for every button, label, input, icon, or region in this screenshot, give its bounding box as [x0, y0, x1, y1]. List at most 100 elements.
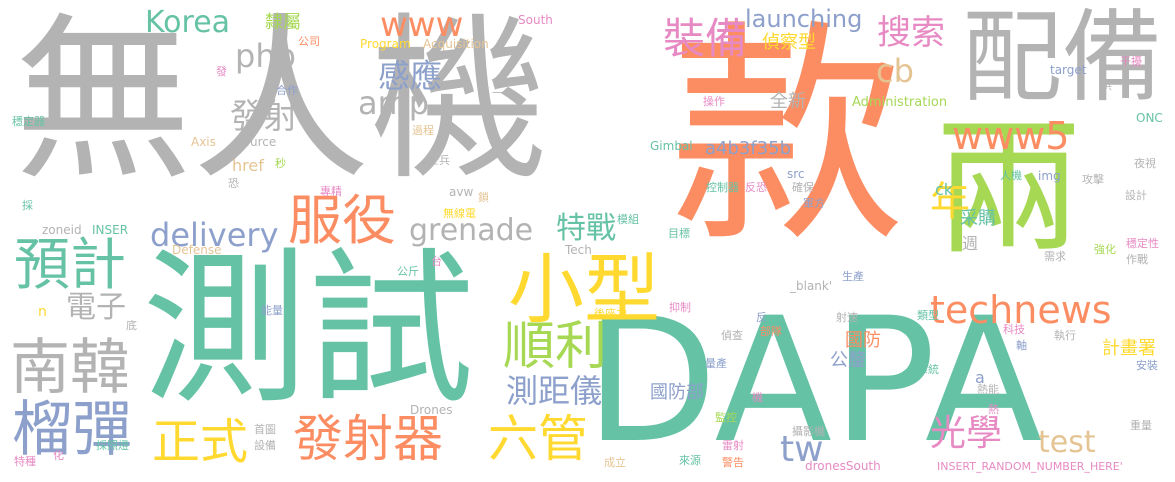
word-axis: Axis: [191, 135, 216, 149]
word-href: href: [232, 156, 264, 175]
word-xitong: 系統: [917, 363, 939, 376]
word-ganying: 感應: [378, 57, 443, 95]
word-gongjin: 公斤: [397, 265, 419, 278]
word-cejuyi: 測距儀: [506, 372, 603, 410]
word-korea: Korea: [145, 5, 231, 40]
word-php: php: [235, 37, 296, 75]
word-houzuoli: 後座力: [594, 307, 627, 320]
word-defense: Defense: [172, 243, 222, 257]
word-zhixing: 執行: [1054, 329, 1076, 342]
word-caizhaodeng: 採照燈: [96, 439, 129, 452]
word-program: Program: [360, 37, 411, 51]
word-reneng: 熱能: [977, 383, 999, 396]
word-administration: Administration: [852, 95, 948, 110]
word-shebei: 設備: [254, 439, 276, 452]
word-ganrao: 干擾: [1120, 55, 1142, 68]
word-anzhuang: 安裝: [1136, 359, 1158, 372]
word-liangchan: 量產: [705, 357, 727, 370]
word-wendingxing: 穩定性: [1126, 237, 1159, 250]
word-mubiao: 目標: [668, 227, 690, 240]
word-fa: 發: [216, 65, 227, 78]
word-renji: 人機: [1000, 169, 1022, 182]
word-zhuanjing: 專精: [320, 185, 342, 198]
word-cai: 採: [22, 199, 33, 212]
word-onc: ONC: [1136, 111, 1163, 125]
word-fashe: 發射: [230, 97, 298, 137]
word-peibei: 配備: [962, 0, 1162, 116]
word-wurenji: 無人機: [14, 0, 548, 204]
word-zoneid: zoneid: [42, 223, 82, 237]
word-amp: amp: [358, 84, 430, 122]
word-ji: 機: [752, 391, 763, 404]
word-avw: avw: [449, 185, 474, 199]
word-liang: 兩: [935, 103, 1083, 275]
word-target: target: [1050, 63, 1087, 77]
word-jihuashu: 計畫署: [1102, 338, 1156, 359]
word-caozuo: 操作: [703, 95, 725, 108]
word-dianzi: 電子: [66, 290, 126, 325]
word-shibing: 士兵: [428, 154, 450, 167]
word-gongli: 公釐: [830, 350, 866, 371]
word-a4b3f35b: a4b3f35b: [705, 138, 792, 159]
word-jiankong: 監控: [715, 411, 737, 424]
word-chengli: 成立: [604, 456, 626, 469]
word-hezuo: 合作: [276, 84, 298, 97]
word-junfang: 軍方: [803, 197, 825, 210]
word-img: img: [1038, 169, 1061, 183]
word-zhenchaxing: 偵察型: [762, 32, 816, 53]
word-gongsi: 公司: [298, 35, 320, 48]
word-miao: 秒: [275, 157, 286, 170]
word-dronessouth: dronesSouth: [805, 459, 881, 473]
word-delivery: delivery: [150, 216, 279, 254]
word-wuxiandian: 無線電: [443, 207, 476, 220]
word-tezhong: 特種: [14, 455, 36, 468]
word-xiaoxing: 小型: [508, 245, 660, 334]
word-kong: 恐: [228, 177, 239, 190]
word-leixing: 類型: [917, 309, 939, 322]
word-blank: _blank': [790, 279, 833, 293]
word-launching: launching: [745, 5, 863, 33]
word-inser: INSER: [92, 223, 129, 237]
word-mozu: 模組: [617, 213, 639, 226]
word-guofang: 國防: [845, 330, 881, 351]
word-zhencha: 偵查: [721, 329, 743, 342]
word-di: 底: [126, 319, 137, 332]
word-jinggao: 警告: [722, 456, 744, 469]
word-test: test: [1038, 425, 1096, 460]
word-fan: 反: [756, 311, 767, 324]
word-yeshi: 夜視: [1134, 157, 1156, 170]
word-yuji: 預計: [14, 233, 126, 298]
word-www5: www5: [952, 114, 1070, 158]
word-wendingqi: 穩定器: [12, 115, 45, 128]
word-guangxue: 光學: [930, 413, 1003, 454]
word-shesu: 射速: [836, 311, 858, 324]
word-liuguan: 六管: [488, 410, 588, 468]
word-guofangbu: 國防部: [650, 382, 704, 403]
word-gimbal: Gimbal: [650, 139, 693, 153]
word-technews: technews: [930, 288, 1112, 332]
word-re: 熱: [988, 403, 999, 416]
word-cb: cb: [876, 52, 914, 90]
word-tw: tw: [780, 429, 824, 470]
word-lishu: 隸屬: [265, 12, 301, 33]
word-kuan: 款: [670, 1, 905, 274]
word-caigou: 采購: [960, 208, 996, 229]
word-south: South: [518, 13, 553, 27]
word-acquisition: Acquisition: [423, 37, 489, 51]
word-keji: 科技: [1003, 323, 1025, 336]
word-n: n: [38, 304, 47, 320]
word-zhongliang: 重量: [1130, 419, 1152, 432]
word-insert-random: INSERT_RANDOM_NUMBER_HERE': [937, 460, 1123, 473]
word-a: a: [975, 368, 985, 387]
word-laiyuan: 來源: [679, 454, 701, 467]
word-dapa: DAPA: [585, 280, 1043, 481]
word-suo: 鎖: [478, 191, 489, 204]
word-fankong: 反恐: [745, 181, 767, 194]
word-quebao: 確保: [792, 181, 814, 194]
word-sousuo: 搜索: [877, 13, 945, 53]
word-yizhi: 抑制: [669, 301, 691, 314]
word-kongzhiqi: 控制器: [706, 181, 739, 194]
word-shengchan: 生產: [842, 270, 864, 283]
word-source: Source: [235, 135, 277, 149]
